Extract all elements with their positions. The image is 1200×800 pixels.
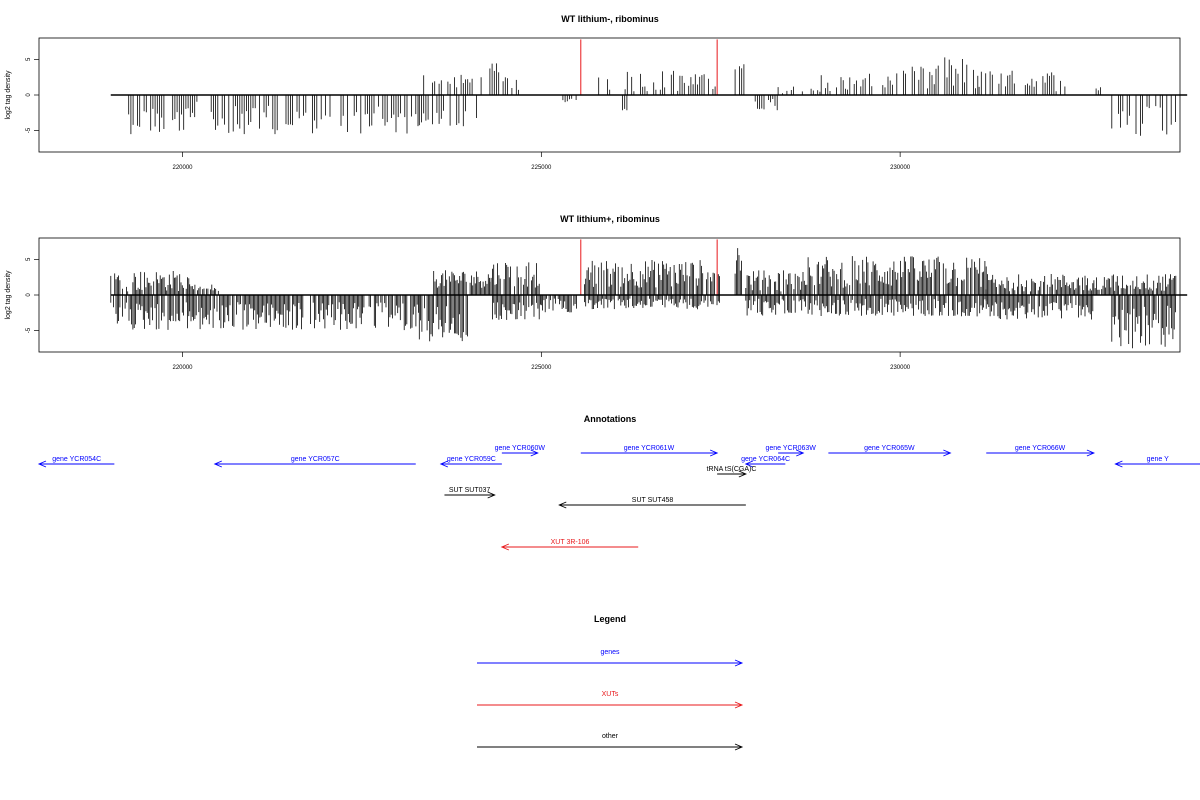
y-tick-label: -5 xyxy=(26,127,32,133)
legend-label: XUTs xyxy=(602,691,619,698)
arrow-head xyxy=(943,449,952,457)
arrow-head xyxy=(734,743,744,751)
panel2-y-axis-label: log2 tag density xyxy=(5,270,12,320)
annotation-feature: SUT SUT458 xyxy=(558,497,746,509)
y-tick-label: 5 xyxy=(26,57,32,61)
annotation-feature: gene YCR063W xyxy=(765,445,816,457)
panel1-y-axis-label: log2 tag density xyxy=(5,70,12,120)
x-tick-label: 225000 xyxy=(531,365,552,371)
arrow-head xyxy=(1114,460,1123,468)
y-tick-label: 0 xyxy=(26,93,32,97)
annotation-feature: SUT SUT037 xyxy=(444,487,496,499)
arrow-head xyxy=(500,543,510,551)
annotation-label: gene YCR064C xyxy=(741,456,790,463)
arrow-head xyxy=(709,449,719,457)
annotation-feature: gene Y xyxy=(1114,456,1200,468)
legend-label: other xyxy=(602,733,619,740)
annotation-label: gene YCR060W xyxy=(495,445,546,452)
y-tick-label: -5 xyxy=(26,327,32,333)
annotation-feature: gene YCR054C xyxy=(37,456,115,468)
panel1-bars xyxy=(128,57,1176,136)
panel2-bars xyxy=(110,248,1177,349)
arrow-head xyxy=(558,501,567,509)
annotations-title: Annotations xyxy=(584,414,637,424)
panel1-title: WT lithium-, ribominus xyxy=(561,14,659,24)
annotation-label: gene Y xyxy=(1147,456,1169,463)
annotation-feature: gene YCR064C xyxy=(741,456,790,468)
x-tick-label: 220000 xyxy=(173,165,194,171)
arrow-head xyxy=(734,659,744,667)
annotation-tracks: gene YCR054C gene YCR057C gene YCR059C gene… xyxy=(37,445,1200,551)
panel2-x-axis: 220000 225000 230000 xyxy=(173,352,911,371)
arrow-head xyxy=(738,470,747,478)
annotation-feature: gene YCR066W xyxy=(986,445,1096,457)
annotation-feature: gene YCR057C xyxy=(213,456,416,468)
arrow-head xyxy=(1086,449,1096,457)
annotation-label: SUT SUT037 xyxy=(449,487,491,494)
arrow-head xyxy=(796,449,805,457)
annotation-feature: XUT 3R-106 xyxy=(500,539,639,551)
annotation-label: gene YCR059C xyxy=(447,456,496,463)
x-tick-label: 220000 xyxy=(173,365,194,371)
legend-item: other xyxy=(477,733,744,751)
panel1-highlights xyxy=(580,39,718,95)
annotation-label: tRNA tS(CGA)C xyxy=(707,466,757,473)
legend-panel: Legend genes XUTs other xyxy=(477,614,744,751)
annotation-label: gene YCR065W xyxy=(864,445,915,452)
arrow-head xyxy=(213,460,222,468)
annotation-feature: gene YCR061W xyxy=(580,445,719,457)
panel2-y-axis: -5 0 5 xyxy=(26,257,39,333)
annotation-label: SUT SUT458 xyxy=(632,497,674,504)
panel-lithium-plus: WT lithium+, ribominus -5 0 5 220000 225000… xyxy=(5,214,1188,371)
x-tick-label: 225000 xyxy=(531,165,552,171)
panel2-highlights xyxy=(580,239,718,295)
annotation-label: XUT 3R-106 xyxy=(551,539,590,546)
legend-label: genes xyxy=(600,649,620,656)
arrow-head xyxy=(734,701,744,709)
legend-title: Legend xyxy=(594,614,626,624)
arrow-head xyxy=(439,460,449,468)
legend-items: genes XUTs other xyxy=(477,649,744,751)
annotation-feature: gene YCR060W xyxy=(495,445,546,457)
legend-item: XUTs xyxy=(477,691,744,709)
annotation-label: gene YCR054C xyxy=(52,456,101,463)
annotation-feature: tRNA tS(CGA)C xyxy=(707,466,757,478)
panel-lithium-minus: WT lithium-, ribominus -5 0 5 220000 225000… xyxy=(5,14,1188,171)
annotations-panel: Annotations gene YCR054C gene YCR057C gene… xyxy=(37,414,1200,551)
annotation-label: gene YCR057C xyxy=(291,456,340,463)
panel1-x-axis: 220000 225000 230000 xyxy=(173,152,911,171)
annotation-feature: gene YCR059C xyxy=(439,456,502,468)
legend-item: genes xyxy=(477,649,744,667)
annotation-label: gene YCR063W xyxy=(765,445,816,452)
arrow-head xyxy=(530,449,539,457)
arrow-head xyxy=(37,460,47,468)
x-tick-label: 230000 xyxy=(890,365,911,371)
panel1-y-axis: -5 0 5 xyxy=(26,57,39,133)
annotation-label: gene YCR061W xyxy=(624,445,675,452)
annotation-feature: gene YCR065W xyxy=(828,445,952,457)
y-tick-label: 0 xyxy=(26,293,32,297)
y-tick-label: 5 xyxy=(26,257,32,261)
panel2-title: WT lithium+, ribominus xyxy=(560,214,660,224)
arrow-head xyxy=(487,491,496,499)
annotation-label: gene YCR066W xyxy=(1015,445,1066,452)
x-tick-label: 230000 xyxy=(890,165,911,171)
arrow-head xyxy=(744,460,754,468)
